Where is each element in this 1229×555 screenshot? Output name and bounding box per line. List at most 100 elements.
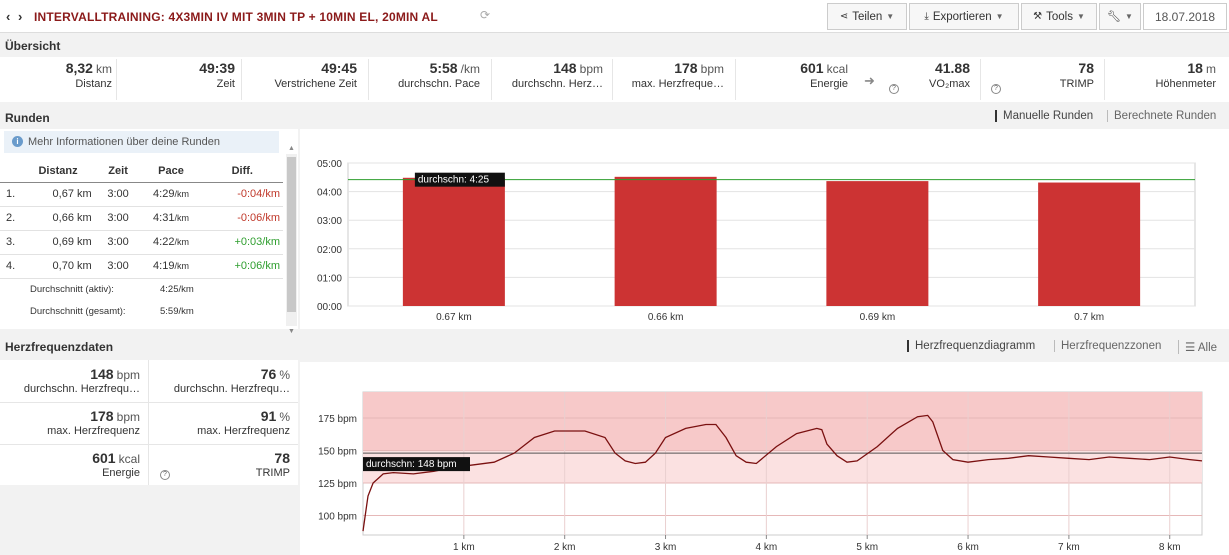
pace-bar xyxy=(826,181,929,306)
stat-label: Höhenmeter xyxy=(1155,78,1216,90)
tab-all[interactable]: ☰ Alle xyxy=(1178,340,1217,354)
tools-icon: ⚒ xyxy=(1033,11,1043,22)
divider xyxy=(0,402,298,403)
activity-title: INTERVALLTRAINING: 4X3MIN IV MIT 3MIN TP… xyxy=(34,10,438,24)
arrow-right-icon[interactable]: ➜ xyxy=(864,73,875,88)
prev-next-nav[interactable]: ‹ › xyxy=(6,9,25,24)
stat-elevation: 18 m Höhenmeter xyxy=(1110,60,1216,100)
lap-distance: 0,70 km xyxy=(20,254,96,279)
stat-label: Verstrichene Zeit xyxy=(274,78,357,90)
lap-pace: 4:19 xyxy=(153,260,175,272)
col-time[interactable]: Zeit xyxy=(95,160,141,183)
lap-pace-chart-panel: 00:00 01:00 02:00 03:00 04:00 05:00 0.67 km 0.6… xyxy=(300,129,1229,329)
stat-value: 178 xyxy=(674,60,698,76)
lap-index: 1. xyxy=(0,182,21,207)
pace-bar xyxy=(1038,182,1141,306)
hr-stats-panel: 148 bpm durchschn. Herzfrequ… 76 % durch… xyxy=(0,360,298,485)
stat-label: VO₂max xyxy=(929,78,970,90)
laps-title: Runden xyxy=(5,111,50,125)
lap-time: 3:00 xyxy=(95,206,141,231)
table-row[interactable]: 1. 0,67 km 3:00 4:29/km -0:04/km xyxy=(0,182,283,207)
settings-button[interactable]: 🔧︎ ▼ xyxy=(1099,3,1141,30)
hr-stat-energy: 601 kcal Energie xyxy=(0,450,140,479)
tab-hr-zones[interactable]: Herzfrequenzzonen xyxy=(1054,340,1161,352)
divider xyxy=(980,59,981,100)
x-tick-label: 8 km xyxy=(1159,542,1181,553)
help-icon[interactable]: ? xyxy=(991,84,1001,94)
stat-distance: 8,32 km Distanz xyxy=(20,60,112,100)
stat-unit: bpm xyxy=(116,368,140,382)
lap-pace-chart: 00:00 01:00 02:00 03:00 04:00 05:00 0.67 km 0.6… xyxy=(317,159,1196,323)
divider xyxy=(1104,59,1105,100)
hr-zone-band xyxy=(363,392,1202,451)
stat-unit: kcal xyxy=(826,62,848,76)
col-index xyxy=(0,160,21,183)
y-tick-label: 125 bpm xyxy=(318,479,357,490)
hr-zone-band xyxy=(363,450,1202,483)
tab-calculated-laps[interactable]: Berechnete Runden xyxy=(1107,110,1216,122)
lap-time: 3:00 xyxy=(95,230,141,255)
lap-pace-unit: /km xyxy=(174,237,189,247)
stat-label: durchschn. Herz… xyxy=(511,78,603,90)
stat-unit: m xyxy=(1206,62,1216,76)
stat-label: max. Herzfreque… xyxy=(631,78,724,90)
col-pace[interactable]: Pace xyxy=(140,160,202,183)
help-icon[interactable]: ? xyxy=(889,84,899,94)
tools-button[interactable]: ⚒ Tools ▼ xyxy=(1021,3,1097,30)
share-button[interactable]: ⋖ Teilen ▼ xyxy=(827,3,907,30)
lap-diff: +0:06/km xyxy=(201,254,283,279)
lap-time: 3:00 xyxy=(95,182,141,207)
col-diff[interactable]: Diff. xyxy=(201,160,283,183)
stat-unit: bpm xyxy=(116,410,140,424)
stat-label: durchschn. Pace xyxy=(398,78,480,90)
stat-unit: % xyxy=(279,368,290,382)
lap-time: 3:00 xyxy=(95,254,141,279)
x-tick-label: 7 km xyxy=(1058,542,1080,553)
list-icon: ☰ xyxy=(1185,342,1196,354)
tab-manual-laps[interactable]: Manuelle Runden xyxy=(995,110,1093,122)
stat-label: durchschn. Herzfrequ… xyxy=(23,383,140,395)
hr-stat-avg-percent: 76 % durchschn. Herzfrequ… xyxy=(156,366,290,395)
table-row[interactable]: 4. 0,70 km 3:00 4:19/km +0:06/km xyxy=(0,254,283,279)
lap-pace: 4:31 xyxy=(153,212,175,224)
stat-label: max. Herzfrequenz xyxy=(47,425,140,437)
stat-unit: bpm xyxy=(700,62,724,76)
stat-vo2max: 41.88 VO₂max xyxy=(905,60,970,100)
x-tick-label: 0.69 km xyxy=(860,312,896,323)
help-icon[interactable]: ? xyxy=(160,470,170,480)
avg-active-label: Durchschnitt (aktiv): xyxy=(30,284,114,295)
stat-max-hr: 178 bpm max. Herzfreque… xyxy=(616,60,724,100)
divider xyxy=(148,360,149,402)
export-button[interactable]: ⤓ Exportieren ▼ xyxy=(909,3,1019,30)
hr-chart: 100 bpm 125 bpm 150 bpm 175 bpm 1 km 2 km 3 km… xyxy=(318,391,1203,553)
chevron-down-icon: ▼ xyxy=(1125,12,1133,21)
stat-value: 78 xyxy=(1078,60,1094,76)
divider xyxy=(491,59,492,100)
scroll-up-icon[interactable]: ▲ xyxy=(288,145,295,152)
lap-diff: -0:04/km xyxy=(201,182,283,207)
scroll-thumb[interactable] xyxy=(287,157,296,312)
x-tick-label: 4 km xyxy=(756,542,778,553)
col-distance[interactable]: Distanz xyxy=(20,160,96,183)
laps-scrollbar[interactable]: ▲ ▼ xyxy=(286,145,297,335)
tab-hr-diagram[interactable]: Herzfrequenzdiagramm xyxy=(907,340,1035,352)
pace-bar xyxy=(402,177,505,306)
table-row[interactable]: 3. 0,69 km 3:00 4:22/km +0:03/km xyxy=(0,230,283,255)
divider xyxy=(368,59,369,100)
tab-all-label: Alle xyxy=(1197,342,1218,354)
laps-info-bar[interactable]: i Mehr Informationen über deine Runden xyxy=(4,131,279,153)
table-row[interactable]: 2. 0,66 km 3:00 4:31/km -0:06/km xyxy=(0,206,283,231)
divider xyxy=(612,59,613,100)
stat-value: 601 xyxy=(800,60,824,76)
scroll-down-icon[interactable]: ▼ xyxy=(288,328,295,335)
stat-label: Energie xyxy=(102,467,140,479)
stat-value: 49:39 xyxy=(199,60,235,76)
stat-value: 178 xyxy=(90,408,114,424)
refresh-icon[interactable]: ⟳ xyxy=(480,8,491,22)
stat-unit: % xyxy=(279,410,290,424)
share-icon: ⋖ xyxy=(839,11,849,22)
stat-value: 49:45 xyxy=(321,60,357,76)
stat-label: Energie xyxy=(810,78,848,90)
lap-distance: 0,66 km xyxy=(20,206,96,231)
stat-unit: kcal xyxy=(118,452,140,466)
